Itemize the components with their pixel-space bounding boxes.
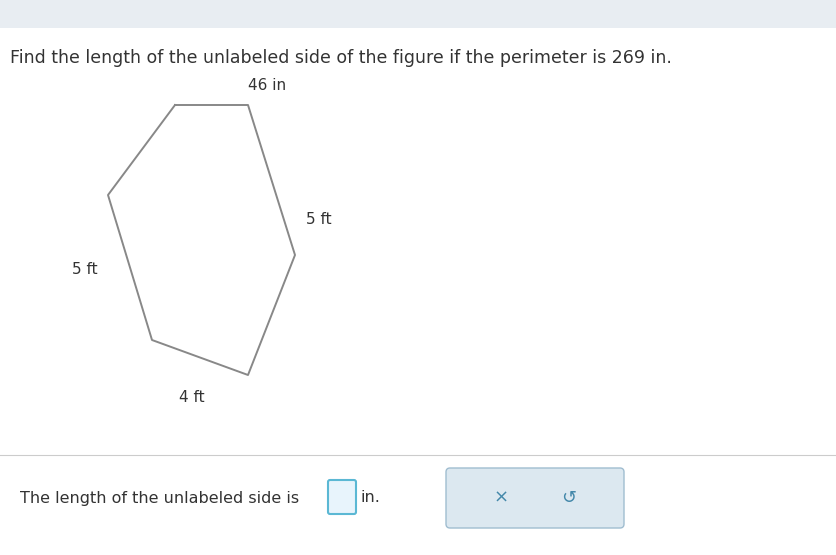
Text: 4 ft: 4 ft: [179, 390, 205, 405]
FancyBboxPatch shape: [446, 468, 624, 528]
FancyBboxPatch shape: [328, 480, 356, 514]
Text: Find the length of the unlabeled side of the figure if the perimeter is 269 in.: Find the length of the unlabeled side of…: [10, 49, 672, 67]
FancyBboxPatch shape: [0, 0, 836, 28]
Text: 5 ft: 5 ft: [306, 213, 332, 228]
Text: ×: ×: [493, 489, 508, 507]
Text: 46 in: 46 in: [248, 78, 286, 93]
Text: in.: in.: [360, 491, 380, 506]
Text: ↺: ↺: [562, 489, 577, 507]
Text: 5 ft: 5 ft: [73, 263, 98, 278]
Text: The length of the unlabeled side is: The length of the unlabeled side is: [20, 491, 299, 506]
